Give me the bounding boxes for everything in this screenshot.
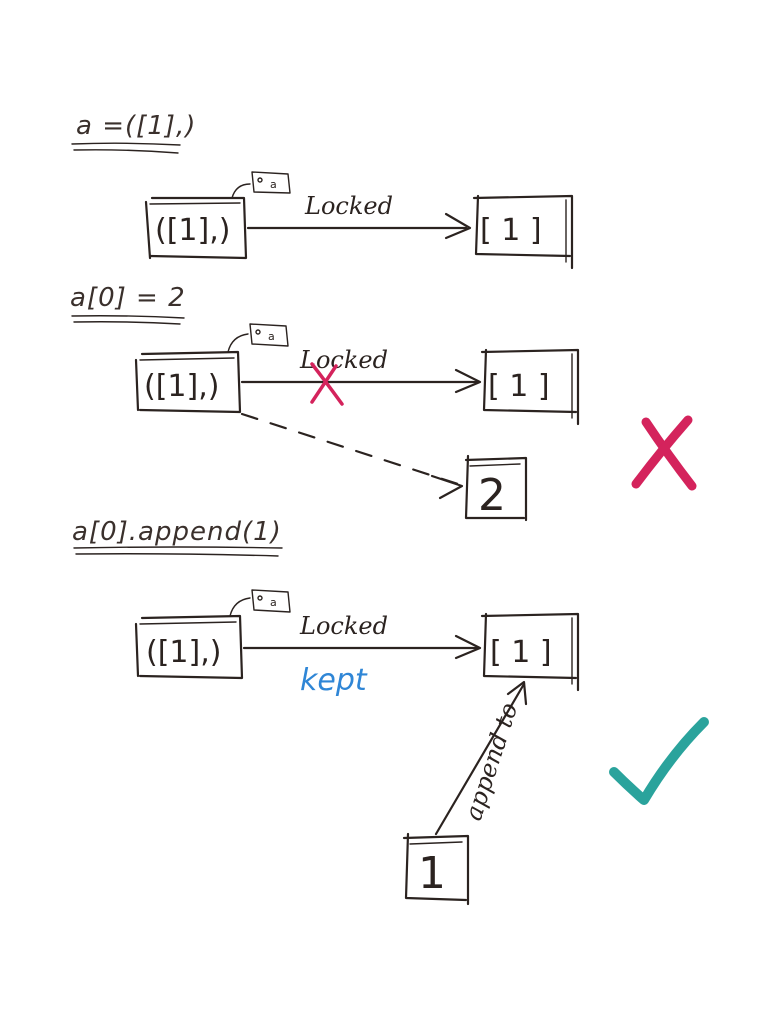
- scene-1-list-label: [ 1 ]: [480, 213, 542, 248]
- scene-1-code: a =([1],): [76, 111, 196, 141]
- scene-3-new-value-box: 1: [402, 832, 470, 906]
- scene-3-list-box: [ 1 ]: [480, 612, 580, 692]
- scene-3-kept-label: kept: [300, 663, 368, 698]
- scene-1-list-box: [ 1 ]: [472, 194, 574, 270]
- scene-3-code: a[0].append(1): [72, 517, 282, 547]
- scene-2-tuple-box: ([1],): [134, 350, 242, 414]
- scene-2-underline: [71, 315, 185, 319]
- scene-2-list-label: [ 1 ]: [488, 369, 550, 404]
- scene-2-tag-label: a: [268, 330, 275, 343]
- scene-3-arrow-label: Locked: [299, 612, 388, 640]
- scene-1: a =([1],) ([1],) a Locked [ 1 ]: [71, 111, 574, 270]
- scene-2-dashed-arrow: [240, 412, 464, 500]
- scene-1-tuple-box: ([1],): [144, 196, 248, 260]
- scene-2-arrow-label: Locked: [299, 346, 388, 374]
- scene-1-tag-label: a: [270, 178, 277, 191]
- scene-3-tuple-box: ([1],): [134, 614, 244, 680]
- scene-2-new-value: 2: [478, 470, 506, 521]
- scene-3-tuple-label: ([1],): [146, 635, 221, 670]
- blocked-x-icon: [310, 362, 344, 406]
- scene-3-tag-label: a: [270, 596, 277, 609]
- scene-3-reference-arrow: [242, 634, 482, 660]
- scene-2: a[0] = 2 ([1],) a Locked [: [70, 283, 697, 522]
- scene-3-new-value: 1: [418, 848, 446, 899]
- scene-2-tuple-label: ([1],): [144, 369, 219, 404]
- scene-2-list-box: [ 1 ]: [480, 348, 580, 426]
- scene-3-name-tag: a: [229, 589, 291, 617]
- scene-1-tuple-label: ([1],): [155, 213, 230, 248]
- scene-1-underline: [71, 142, 181, 146]
- scene-3-underline: [73, 546, 283, 549]
- cross-icon: [631, 415, 697, 491]
- scene-1-name-tag: a: [231, 171, 291, 199]
- scene-3-append-label: append to: [459, 699, 523, 823]
- scene-3: a[0].append(1) ([1],) a Locked kept [ 1 …: [72, 517, 709, 906]
- scene-1-arrow-label: Locked: [304, 192, 393, 220]
- scene-3-list-label: [ 1 ]: [490, 635, 552, 670]
- scene-2-reference-arrow: [240, 368, 482, 394]
- scene-2-code: a[0] = 2: [70, 283, 186, 313]
- scene-1-reference-arrow: [246, 212, 472, 240]
- scene-2-name-tag: a: [227, 323, 289, 353]
- check-icon: [609, 717, 709, 805]
- scene-2-new-value-box: 2: [464, 454, 528, 522]
- scene-3-append-arrow: [434, 680, 528, 836]
